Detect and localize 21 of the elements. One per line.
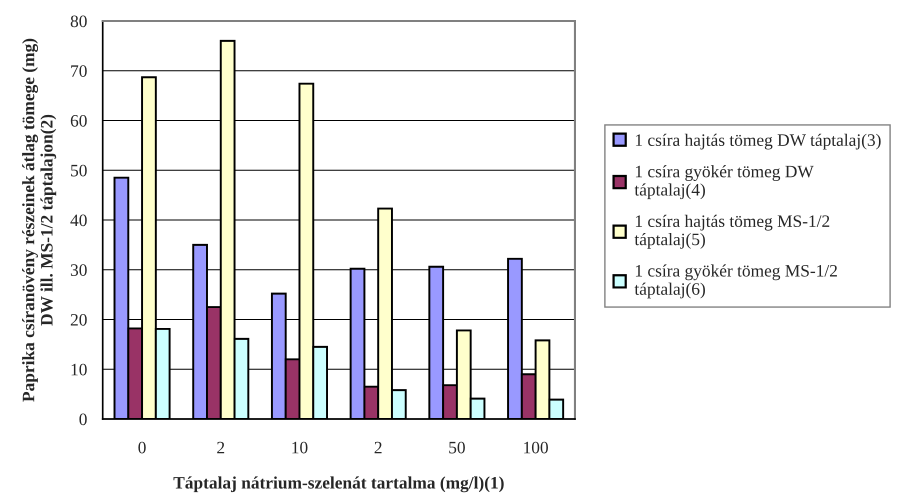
legend-label: 1 csíra hajtás tömeg DW táptalaj(3) xyxy=(636,134,881,150)
y-axis-title: Paprika csíranövény részeinek átlag tömege (mg) DW ill. MS-1/2 táptalajon(2) xyxy=(22,38,56,402)
legend-label: 1 csíra gyökér tömeg MS-1/2 táptalaj(6) xyxy=(634,264,837,298)
x-tick-label: 2 xyxy=(374,442,382,454)
x-tick-label: 10 xyxy=(292,442,308,454)
x-axis-title: Táptalaj nátrium-szelenát tartalma (mg/l)(1) xyxy=(173,476,504,492)
y-tick-label: 50 xyxy=(71,164,87,176)
x-tick-label: 0 xyxy=(138,442,146,454)
y-tick-label: 60 xyxy=(70,114,87,127)
x-tick-label: 50 xyxy=(449,442,465,454)
y-tick-label: 30 xyxy=(70,264,87,276)
y-tick-label: 0 xyxy=(79,413,87,426)
y-tick-label: 80 xyxy=(70,15,87,28)
y-tick-label: 10 xyxy=(72,364,87,376)
y-tick-label: 40 xyxy=(70,214,87,226)
y-tick-label: 70 xyxy=(71,65,87,77)
legend-label: 1 csíra gyökér tömeg DW táptalaj(4) xyxy=(634,165,814,200)
x-tick-label: 100 xyxy=(524,442,548,454)
y-tick-label: 20 xyxy=(70,314,87,326)
legend-label: 1 csíra hajtás tömeg MS-1/2 táptalaj(5) xyxy=(634,214,830,249)
x-tick-label: 2 xyxy=(217,442,224,454)
